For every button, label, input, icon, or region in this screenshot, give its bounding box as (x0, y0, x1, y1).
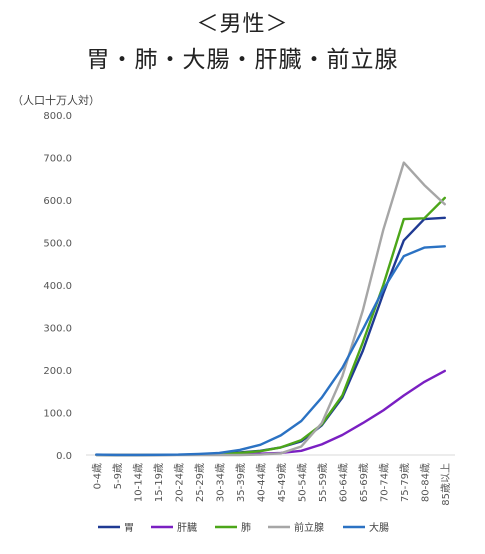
x-tick-label: 40-44歳 (255, 463, 267, 502)
legend-label: 肝臓 (177, 522, 197, 534)
x-tick-label: 0-4歳 (91, 463, 103, 489)
legend-item: 肺 (215, 522, 251, 534)
chart-subtitle: 胃・肺・大腸・肝臓・前立腺 (86, 47, 399, 73)
legend-item: 肝臓 (151, 522, 197, 534)
chart-title: ＜男性＞ (196, 12, 289, 37)
series-layer (95, 161, 446, 457)
x-tick-label: 85歳以上 (440, 463, 452, 506)
series-line-大腸 (95, 245, 446, 457)
y-tick-label: 800.0 (43, 111, 72, 122)
x-tick-label: 50-54歳 (296, 463, 308, 502)
legend: 胃 肝臓 肺 前立腺 大腸 (98, 521, 389, 534)
x-tick-label: 25-29歳 (194, 463, 206, 502)
x-tick-label: 80-84歳 (419, 463, 431, 502)
legend-item: 前立腺 (268, 521, 324, 534)
x-tick-label: 75-79歳 (399, 463, 411, 502)
legend-label: 肺 (241, 522, 251, 534)
x-tick-label: 45-49歳 (276, 463, 288, 502)
axis-layer: 0.0 100.0 200.0 300.0 400.0 500.0 600.0 700.0 80… (43, 111, 455, 506)
y-tick-label: 600.0 (43, 196, 72, 207)
legend-item: 大腸 (343, 521, 389, 534)
x-tick-label: 35-39歳 (235, 463, 247, 502)
y-tick-label: 100.0 (43, 409, 72, 420)
x-tick-label: 15-19歳 (153, 463, 165, 502)
y-tick-label: 700.0 (43, 154, 72, 165)
x-tick-label: 20-24歳 (173, 463, 185, 502)
legend-label: 胃 (124, 522, 134, 534)
x-tick-label: 10-14歳 (132, 463, 144, 502)
x-tick-label: 70-74歳 (378, 463, 390, 502)
legend-label: 大腸 (369, 521, 389, 534)
y-tick-label: 300.0 (43, 324, 72, 335)
legend-label: 前立腺 (294, 521, 324, 534)
series-line-前立腺 (95, 161, 446, 457)
y-axis-label: （人口十万人対） (12, 94, 100, 107)
y-tick-label: 200.0 (43, 366, 72, 377)
series-line-肝臓 (95, 369, 446, 457)
y-tick-label: 0.0 (56, 451, 72, 462)
series-line-肺 (95, 196, 446, 457)
x-tick-label: 60-64歳 (337, 463, 349, 502)
x-tick-label: 5-9歳 (112, 463, 124, 489)
x-tick-label: 65-69歳 (358, 463, 370, 502)
legend-item: 胃 (98, 522, 134, 534)
y-tick-label: 500.0 (43, 239, 72, 250)
x-tick-label: 55-59歳 (317, 463, 329, 502)
y-tick-label: 400.0 (43, 281, 72, 292)
x-tick-label: 30-34歳 (214, 463, 226, 502)
